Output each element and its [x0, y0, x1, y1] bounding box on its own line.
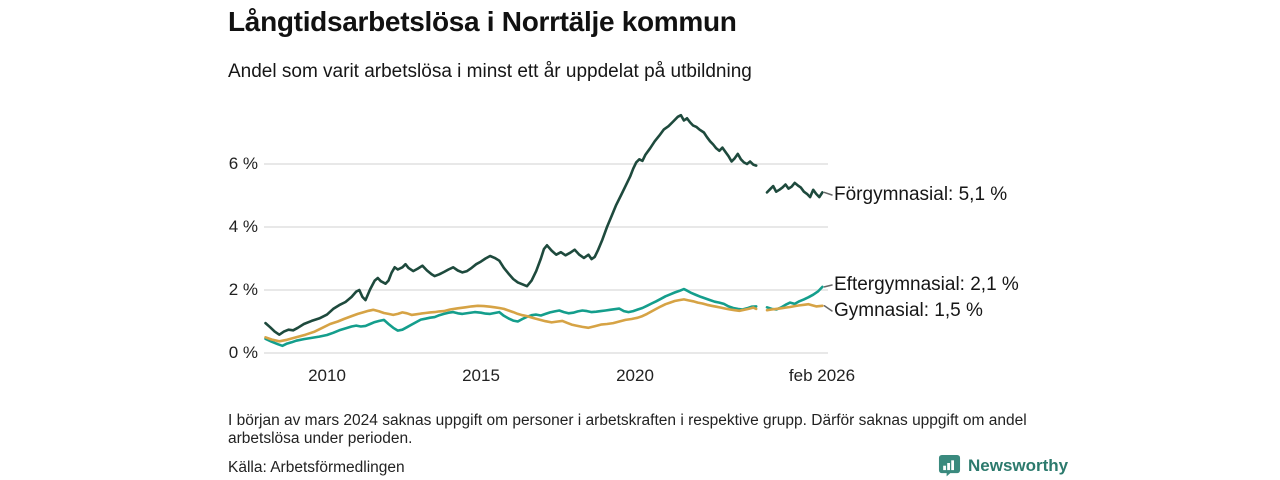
- page-title: Långtidsarbetslösa i Norrtälje kommun: [228, 6, 737, 37]
- x-tick-2020: 2020: [616, 366, 654, 385]
- series-label-eftergymnasial: Eftergymnasial: 2,1 %: [834, 274, 1019, 295]
- y-tick-6: 6 %: [228, 154, 258, 173]
- y-tick-2: 2 %: [228, 280, 258, 299]
- x-tick-2015: 2015: [462, 366, 500, 385]
- x-tick-2010: 2010: [308, 366, 346, 385]
- series-label-forgymnasial: Förgymnasial: 5,1 %: [834, 184, 1008, 205]
- series-label-gymnasial: Gymnasial: 1,5 %: [834, 300, 983, 321]
- branding-name: Newsworthy: [968, 455, 1069, 475]
- footnote-text: I början av mars 2024 saknas uppgift om …: [228, 412, 1027, 447]
- y-tick-0: 0 %: [228, 343, 258, 362]
- x-tick-feb-2026: feb 2026: [788, 366, 856, 385]
- branding: Newsworthy: [938, 454, 1068, 477]
- newsworthy-chart-bubble-icon: [938, 454, 961, 477]
- page-subtitle: Andel som varit arbetslösa i minst ett å…: [228, 61, 752, 82]
- source-text: Källa: Arbetsförmedlingen: [228, 459, 405, 476]
- y-tick-4: 4 %: [228, 217, 258, 236]
